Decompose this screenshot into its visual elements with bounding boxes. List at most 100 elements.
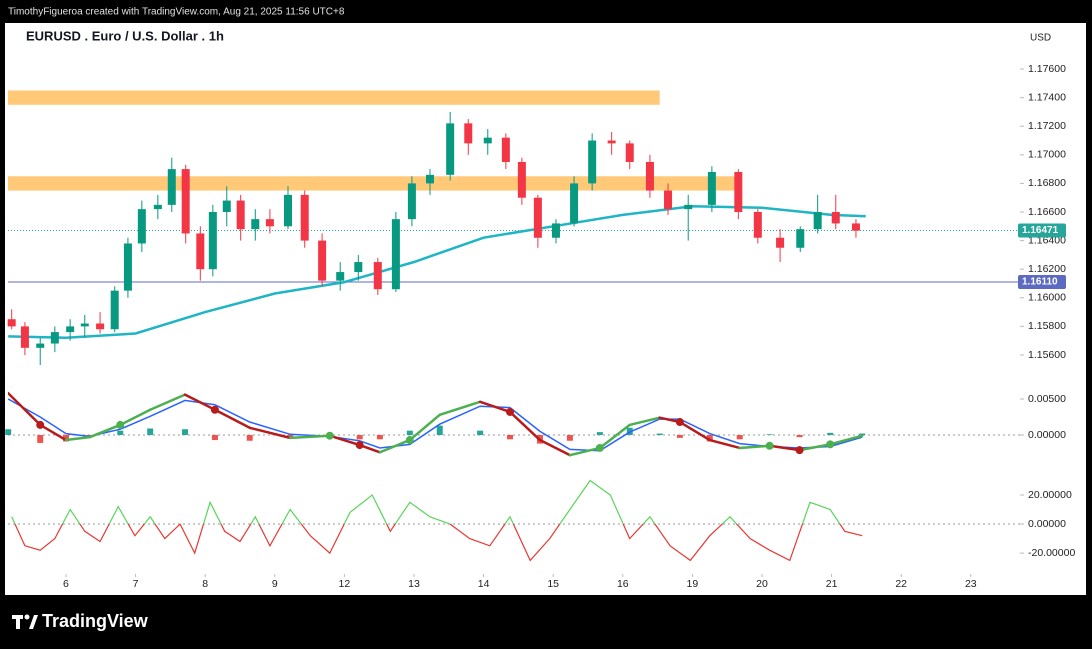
candle-body xyxy=(645,161,654,191)
zone xyxy=(8,176,735,191)
candle-body xyxy=(96,323,105,330)
brand: TradingView xyxy=(42,611,149,631)
level-label: 1.16471 xyxy=(1022,225,1059,236)
candle-body xyxy=(446,123,455,175)
candle-body xyxy=(776,237,785,248)
cross-dot xyxy=(116,420,125,429)
candle-body xyxy=(407,183,416,220)
y-tick-label: 0.00500 xyxy=(1028,393,1066,405)
histogram-bar xyxy=(656,433,663,435)
histogram-bar xyxy=(211,434,218,441)
macd-segment xyxy=(213,408,251,430)
y-tick-label: -20.00000 xyxy=(1028,547,1075,559)
macd-segment xyxy=(408,413,441,442)
candle-body xyxy=(7,319,16,327)
candle-body xyxy=(813,212,822,230)
macd-segment xyxy=(38,423,68,442)
y-tick-label: 1.16200 xyxy=(1028,263,1066,275)
cross-dot xyxy=(210,405,219,414)
candle-body xyxy=(284,194,293,227)
histogram-bar xyxy=(736,434,743,440)
x-tick-label: 12 xyxy=(339,578,351,590)
macd-segment xyxy=(738,444,771,450)
zone xyxy=(8,90,660,105)
candle-body xyxy=(501,137,510,162)
x-tick-label: 13 xyxy=(408,578,420,590)
candle-body xyxy=(796,229,805,248)
cross-dot xyxy=(36,420,45,429)
macd-segment xyxy=(798,443,832,452)
candle-body xyxy=(50,332,59,344)
histogram-bar xyxy=(356,434,363,440)
macd-segment xyxy=(678,420,712,442)
candle-body xyxy=(517,161,526,198)
candle-body xyxy=(551,223,560,238)
candle-body xyxy=(167,169,176,205)
histogram-bar xyxy=(796,434,803,438)
histogram-bar xyxy=(436,425,443,435)
y-tick-label: 1.15600 xyxy=(1028,349,1066,361)
candle-body xyxy=(734,171,743,213)
candle-body xyxy=(137,209,146,244)
candle-body xyxy=(66,326,75,333)
candle-body xyxy=(625,143,634,162)
candle-body xyxy=(753,212,762,238)
chart-area xyxy=(5,23,1086,595)
brand-logo xyxy=(12,614,38,629)
y-tick-label: 1.15800 xyxy=(1028,320,1066,332)
macd-segment xyxy=(8,391,42,427)
candle-body xyxy=(464,123,473,144)
oscillator-line-down xyxy=(14,524,863,562)
x-tick-label: 19 xyxy=(687,578,699,590)
candle-body xyxy=(318,240,327,281)
histogram-bar xyxy=(147,428,154,435)
macd-segment xyxy=(568,446,602,457)
macd-segment xyxy=(538,438,572,457)
y-tick-label: 1.16800 xyxy=(1028,177,1066,189)
x-tick-label: 20 xyxy=(756,578,768,590)
candle-body xyxy=(391,219,400,290)
candle-body xyxy=(153,204,162,210)
histogram-bar xyxy=(246,434,253,441)
signal-line xyxy=(8,398,863,452)
candle-body xyxy=(588,140,597,184)
level-label: 1.16110 xyxy=(1022,277,1058,288)
x-tick-label: 8 xyxy=(202,578,208,590)
oscillator-line-up xyxy=(11,479,841,525)
macd-segment xyxy=(248,426,292,440)
cross-dot xyxy=(795,446,804,455)
candle-body xyxy=(36,343,45,348)
x-tick-label: 22 xyxy=(895,578,907,590)
candle-body xyxy=(851,223,860,231)
macd-segment xyxy=(288,434,332,440)
y-tick-label: 1.16000 xyxy=(1028,292,1066,304)
candle-body xyxy=(425,174,434,184)
caption: TimothyFigueroa created with TradingView… xyxy=(8,7,345,18)
cross-dot xyxy=(325,431,334,440)
histogram-bar xyxy=(376,434,383,440)
cross-dot xyxy=(355,441,364,450)
histogram-bar xyxy=(181,429,188,435)
candle-body xyxy=(222,200,231,213)
macd-segment xyxy=(378,438,412,454)
y-tick-label: 1.16600 xyxy=(1028,206,1066,218)
cross-dot xyxy=(405,436,414,445)
x-tick-label: 23 xyxy=(965,578,977,590)
y-tick-label: 1.17000 xyxy=(1028,149,1066,161)
x-tick-label: 16 xyxy=(617,578,629,590)
level-tag xyxy=(1018,223,1066,238)
cross-dot xyxy=(675,418,684,427)
macd-segment xyxy=(478,400,512,414)
histogram-bar xyxy=(62,434,69,442)
y-tick-label: 1.17400 xyxy=(1028,91,1066,103)
histogram-bar xyxy=(86,434,93,436)
candle-body xyxy=(607,140,616,144)
histogram-bar xyxy=(827,432,834,435)
macd-segment xyxy=(88,423,122,439)
macd-segment xyxy=(328,434,361,447)
candle-body xyxy=(80,323,89,327)
candle-body xyxy=(196,233,205,270)
y-tick-label: 0.00000 xyxy=(1028,429,1066,441)
candle-body xyxy=(300,194,309,241)
